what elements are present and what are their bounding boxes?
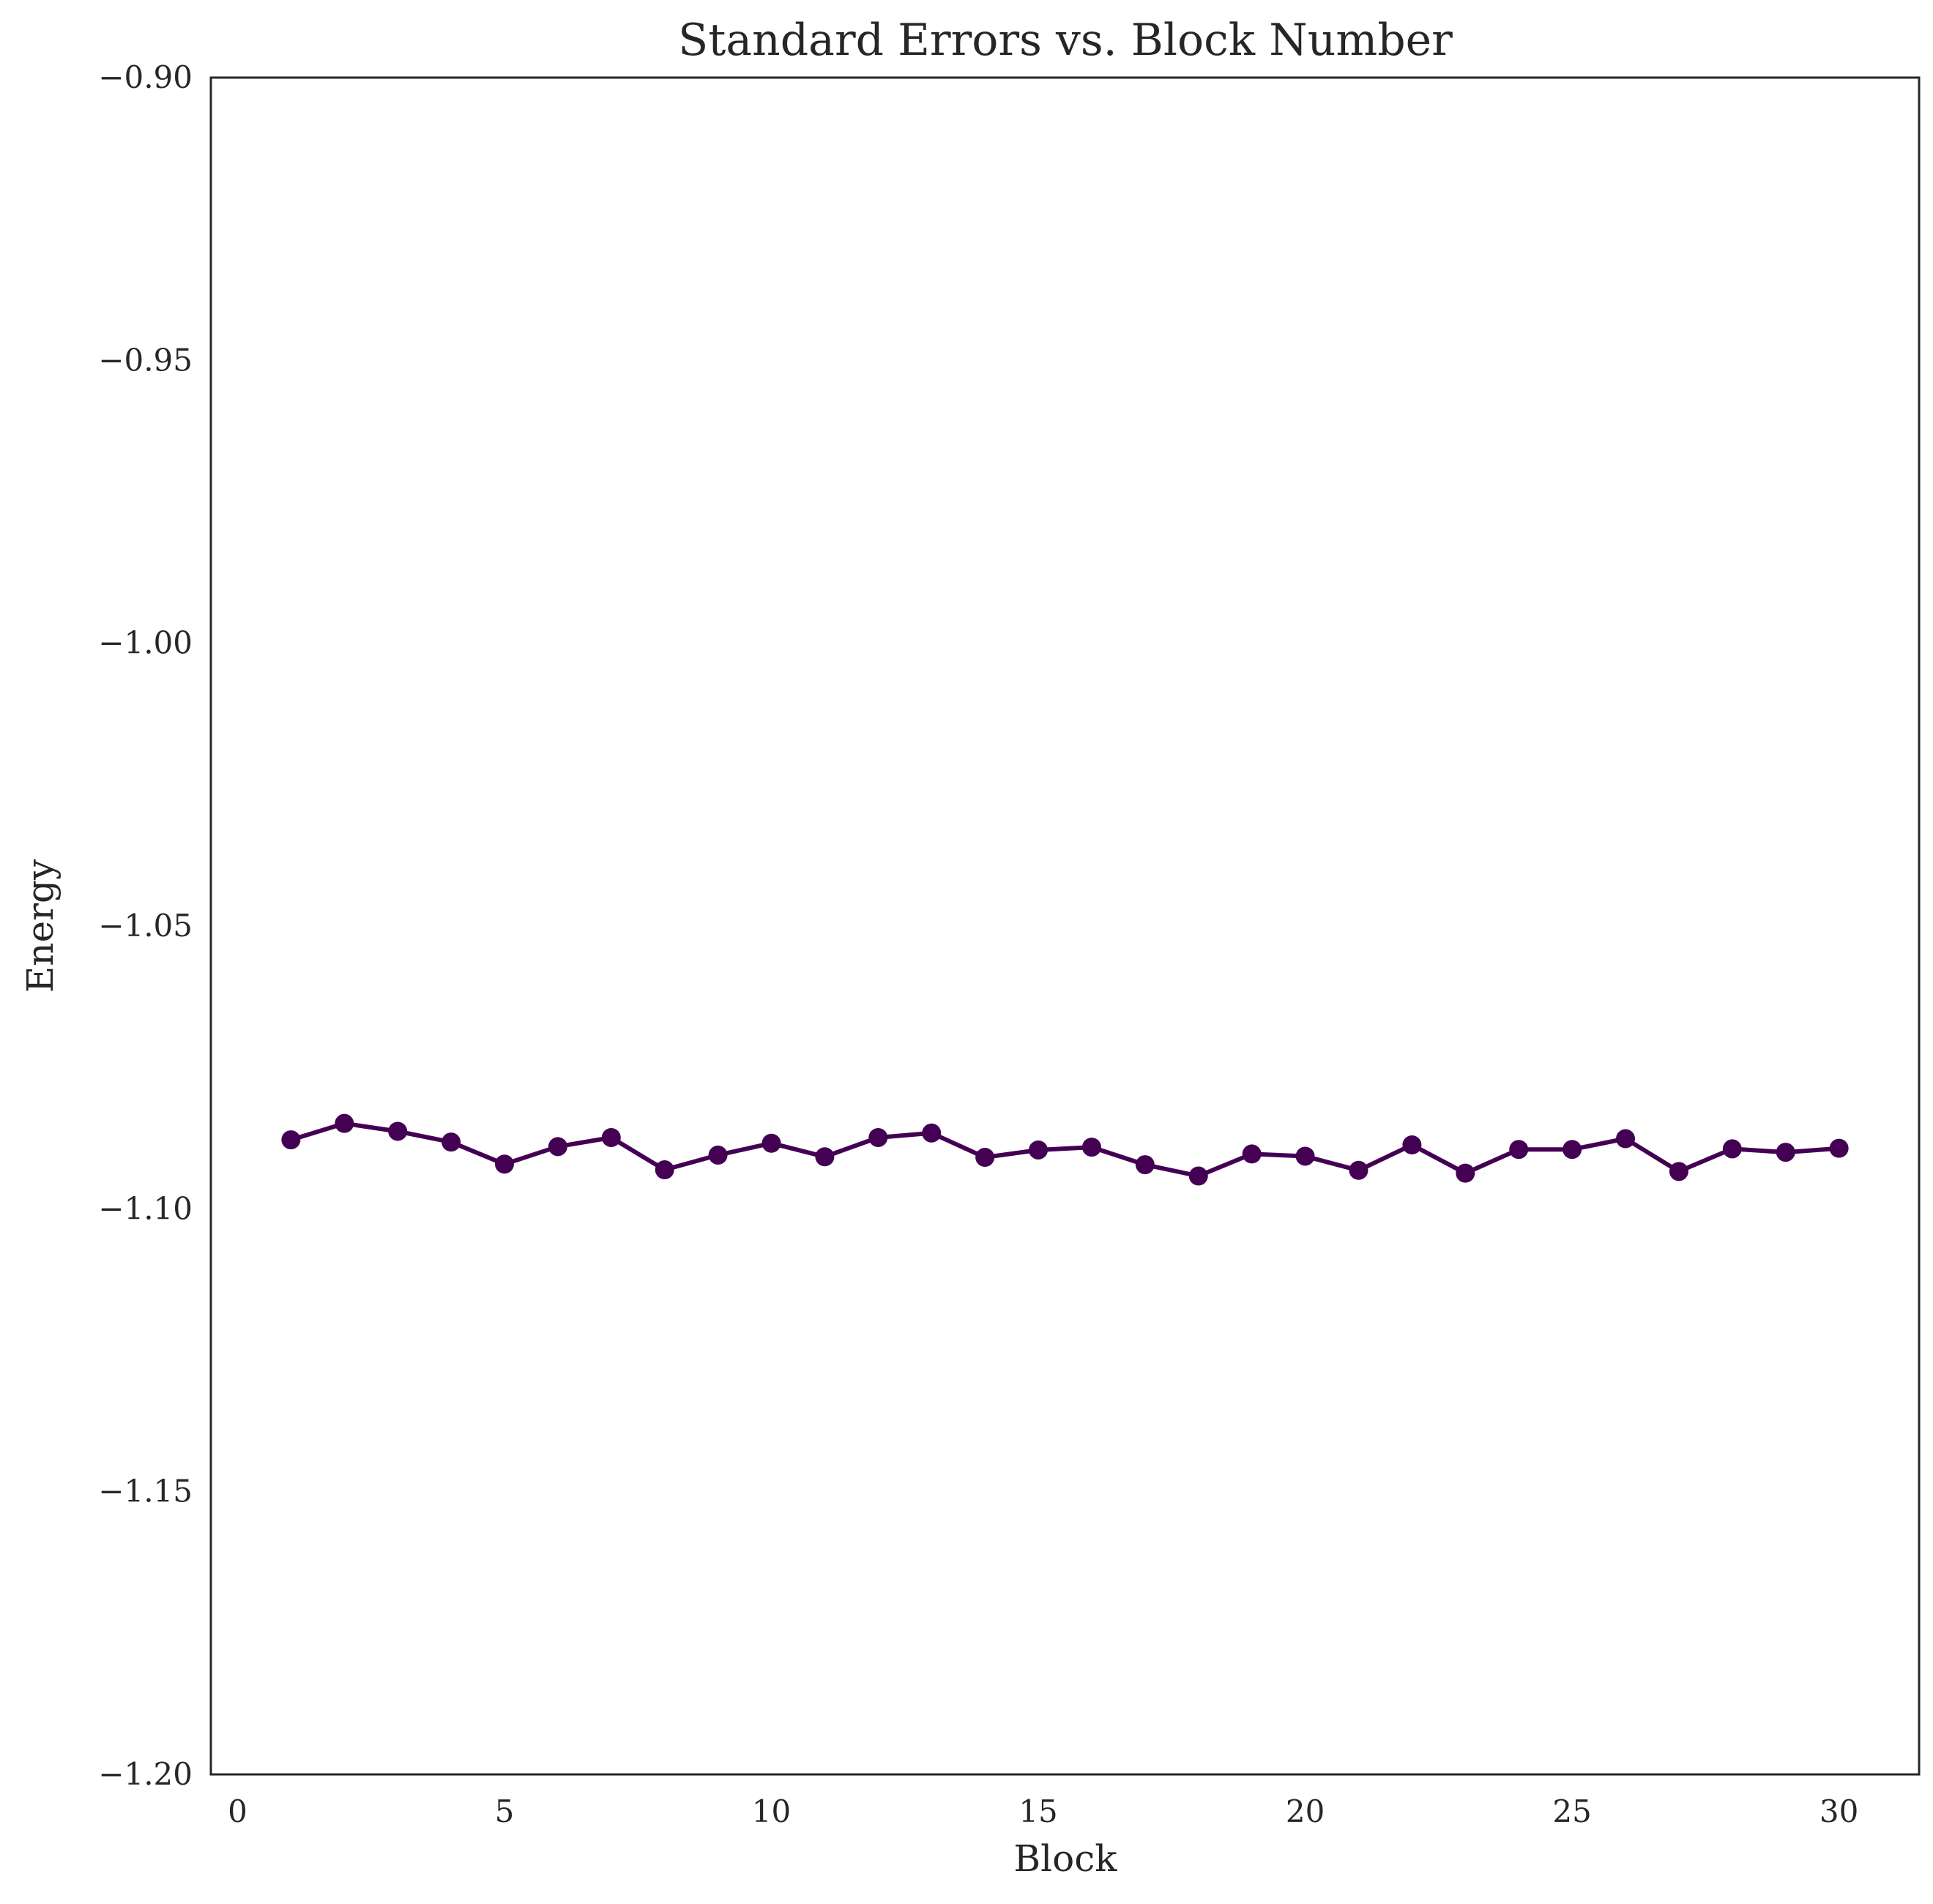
data-point: [1563, 1140, 1582, 1160]
x-axis-label: Block: [1013, 1837, 1117, 1880]
data-point: [388, 1121, 408, 1141]
data-point: [1081, 1138, 1101, 1157]
y-tick-label: −1.10: [98, 1190, 193, 1226]
data-point: [1349, 1160, 1368, 1180]
data-point: [655, 1160, 674, 1180]
data-point: [1669, 1162, 1688, 1181]
series-energy: [281, 1113, 1849, 1186]
data-point: [1402, 1135, 1422, 1155]
x-tick-label: 15: [1018, 1793, 1057, 1829]
data-point: [868, 1127, 888, 1147]
data-point: [442, 1132, 461, 1152]
x-tick-label: 5: [495, 1793, 515, 1829]
data-point: [1509, 1140, 1529, 1160]
x-tick-label: 20: [1286, 1793, 1325, 1829]
data-point: [1722, 1139, 1742, 1159]
y-tick-label: −0.90: [98, 59, 193, 95]
y-tick-label: −1.00: [98, 625, 193, 661]
y-axis-ticks: −0.90 −0.95 −1.00 −1.05 −1.10 −1.15 −1.20: [98, 59, 193, 1792]
data-point: [281, 1130, 301, 1150]
y-tick-label: −1.20: [98, 1756, 193, 1792]
data-point: [548, 1137, 567, 1157]
data-point: [975, 1148, 995, 1168]
y-tick-label: −0.95: [98, 342, 193, 378]
y-axis-label: Energy: [19, 859, 62, 993]
chart-title: Standard Errors vs. Block Number: [678, 15, 1453, 66]
x-tick-label: 0: [228, 1793, 247, 1829]
x-tick-label: 10: [752, 1793, 791, 1829]
data-point: [335, 1113, 354, 1133]
y-tick-label: −1.05: [98, 908, 193, 944]
data-point: [1295, 1146, 1315, 1166]
data-point: [1776, 1143, 1795, 1162]
data-point: [494, 1154, 514, 1174]
data-point: [922, 1123, 942, 1143]
data-point: [708, 1145, 728, 1165]
x-tick-label: 25: [1552, 1793, 1591, 1829]
x-axis-ticks: 0 5 10 15 20 25 30: [228, 1793, 1858, 1829]
data-point: [1829, 1138, 1849, 1158]
data-point: [1242, 1144, 1262, 1164]
data-point: [601, 1127, 621, 1147]
data-point: [1029, 1140, 1049, 1160]
data-point: [1188, 1166, 1208, 1186]
data-point: [1456, 1163, 1475, 1183]
data-point: [761, 1133, 781, 1153]
data-point: [1616, 1129, 1636, 1149]
y-tick-label: −1.15: [98, 1474, 193, 1509]
plot-area-frame: [209, 76, 1921, 1776]
data-point: [815, 1147, 835, 1167]
x-tick-label: 30: [1820, 1793, 1858, 1829]
data-point: [1135, 1155, 1155, 1175]
